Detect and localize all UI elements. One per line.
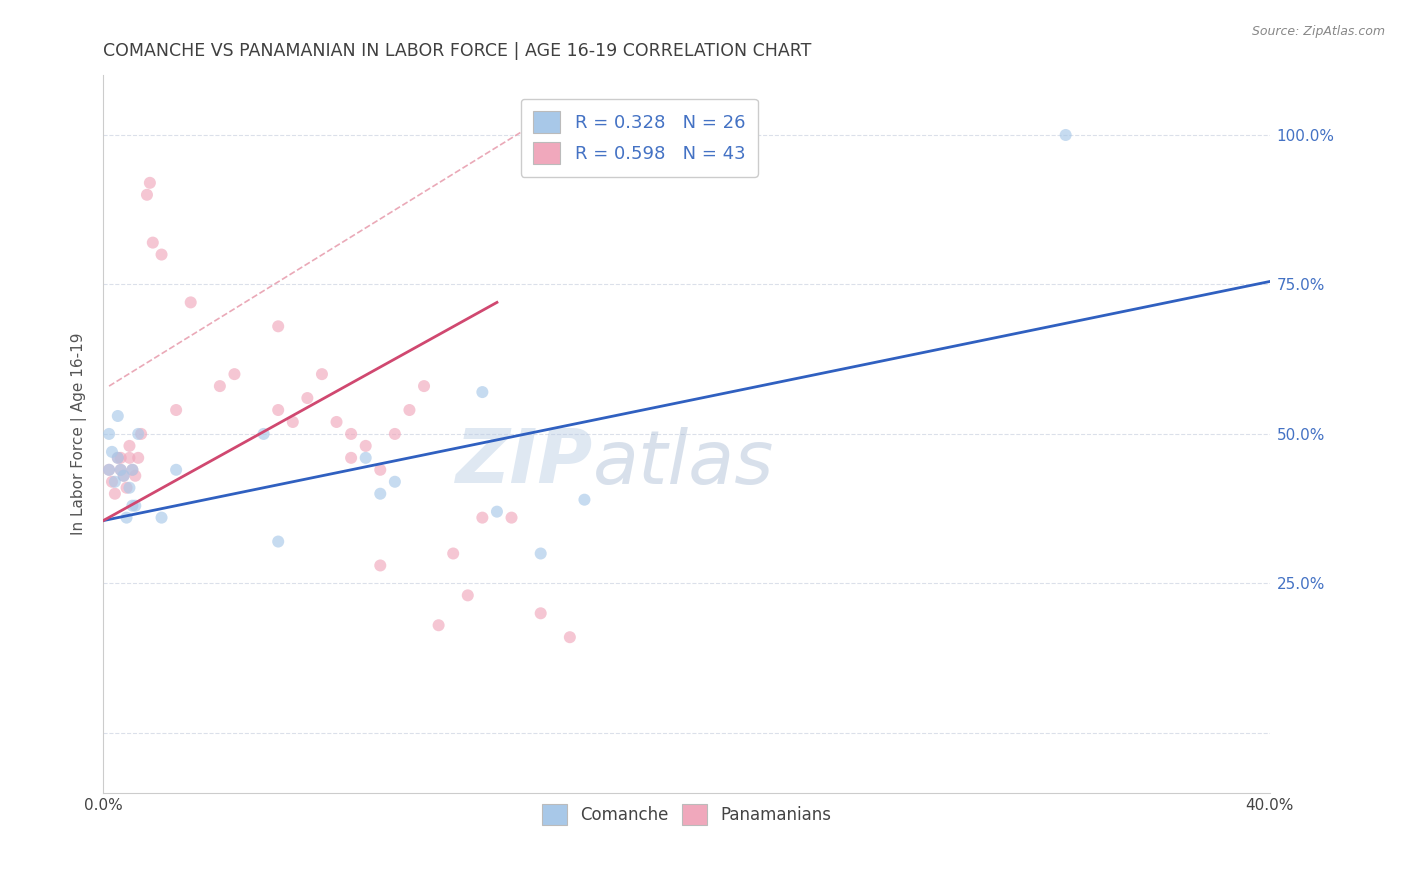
Point [139,176,162,190]
Point [224,367,246,381]
Point [252,426,274,441]
Point [441,547,464,561]
Point [501,510,523,524]
Point [368,486,391,500]
Point [471,385,494,400]
Point [427,618,450,632]
Point [121,463,143,477]
Point [267,319,290,334]
Point [121,499,143,513]
Point [101,445,124,459]
Point [136,187,159,202]
Point [368,463,391,477]
Point [98,426,121,441]
Point [208,379,231,393]
Point [127,426,149,441]
Legend: Comanche, Panamanians: Comanche, Panamanians [531,794,841,835]
Point [311,367,333,381]
Point [107,409,129,423]
Point [413,379,436,393]
Text: ZIP: ZIP [456,426,593,500]
Point [142,235,165,250]
Point [281,415,304,429]
Point [267,403,290,417]
Point [485,505,508,519]
Point [121,463,143,477]
Point [107,450,129,465]
Point [340,426,363,441]
Point [150,247,173,261]
Point [104,486,127,500]
Point [530,607,553,621]
Point [112,468,135,483]
Point [150,510,173,524]
Point [384,475,406,489]
Point [574,492,596,507]
Point [127,450,149,465]
Point [368,558,391,573]
Point [180,295,202,310]
Point [104,475,127,489]
Text: atlas: atlas [593,426,775,499]
Point [110,450,132,465]
Point [165,463,187,477]
Point [457,588,479,602]
Y-axis label: In Labor Force | Age 16-19: In Labor Force | Age 16-19 [72,333,87,535]
Point [107,450,129,465]
Point [129,426,152,441]
Point [124,499,146,513]
Point [354,439,377,453]
Point [325,415,347,429]
Point [471,510,494,524]
Point [118,481,141,495]
Point [530,547,553,561]
Point [354,450,377,465]
Point [101,475,124,489]
Point [165,403,187,417]
Point [124,468,146,483]
Point [1054,128,1077,142]
Point [98,463,121,477]
Point [398,403,420,417]
Point [110,463,132,477]
Text: COMANCHE VS PANAMANIAN IN LABOR FORCE | AGE 16-19 CORRELATION CHART: COMANCHE VS PANAMANIAN IN LABOR FORCE | … [103,42,811,60]
Point [297,391,319,405]
Point [110,463,132,477]
Point [384,426,406,441]
Point [340,450,363,465]
Point [115,510,138,524]
Point [115,481,138,495]
Point [98,463,121,477]
Text: Source: ZipAtlas.com: Source: ZipAtlas.com [1251,25,1385,38]
Point [118,450,141,465]
Point [267,534,290,549]
Point [112,468,135,483]
Point [118,439,141,453]
Point [558,630,581,644]
